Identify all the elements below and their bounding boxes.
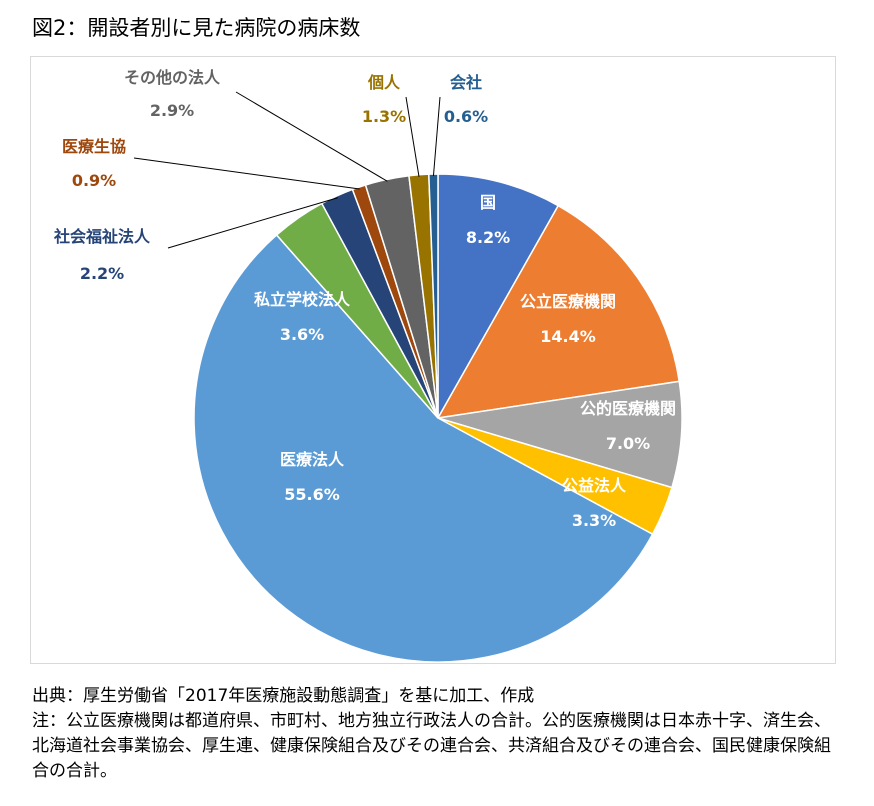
slice-value-5: 3.6% xyxy=(280,325,324,344)
pie-slice-2 xyxy=(437,380,683,489)
slice-value-2: 7.0% xyxy=(606,434,650,453)
pie-slice-1 xyxy=(436,204,681,419)
slice-value-10: 0.6% xyxy=(444,107,488,126)
slice-label-9: 個人 xyxy=(367,73,401,92)
slice-label-3: 公益法人 xyxy=(562,476,627,495)
footnote: 注：公立医療機関は都道府県、市町村、地方独立行政法人の合計。公的医療機関は日本赤… xyxy=(32,711,831,781)
slice-value-7: 0.9% xyxy=(72,171,116,190)
slice-value-4: 55.6% xyxy=(284,485,340,504)
slice-value-0: 8.2% xyxy=(466,228,510,247)
leader-line-7 xyxy=(133,157,360,190)
leader-line-8 xyxy=(235,91,388,182)
leader-line-9 xyxy=(405,96,420,177)
notes: 出典：厚生労働省「2017年医療施設動態調査」を基に加工、作成 注：公立医療機関… xyxy=(32,684,832,784)
slice-label-10: 会社 xyxy=(450,73,482,92)
slice-label-2: 公的医療機関 xyxy=(580,399,676,418)
slice-label-4: 医療法人 xyxy=(280,450,345,469)
leader-line-10 xyxy=(432,96,441,177)
slice-value-9: 1.3% xyxy=(362,107,406,126)
leader-line-6 xyxy=(167,197,338,249)
chart-area xyxy=(30,56,836,664)
slice-label-7: 医療生協 xyxy=(62,137,126,156)
slice-value-8: 2.9% xyxy=(150,101,194,120)
slice-value-6: 2.2% xyxy=(80,264,124,283)
slice-value-3: 3.3% xyxy=(572,511,616,530)
pie-slice-0 xyxy=(437,173,560,421)
slice-label-5: 私立学校法人 xyxy=(254,290,351,309)
pie-slice-4 xyxy=(193,233,654,663)
slice-value-1: 14.4% xyxy=(540,327,596,346)
slice-label-0: 国 xyxy=(480,193,496,212)
slice-label-6: 社会福祉法人 xyxy=(53,227,151,246)
slice-label-8: その他の法人 xyxy=(124,68,221,87)
slice-label-1: 公立医療機関 xyxy=(520,292,616,311)
source-note: 出典：厚生労働省「2017年医療施設動態調査」を基に加工、作成 xyxy=(32,686,535,706)
page-title: 図2：開設者別に見た病院の病床数 xyxy=(32,16,361,40)
